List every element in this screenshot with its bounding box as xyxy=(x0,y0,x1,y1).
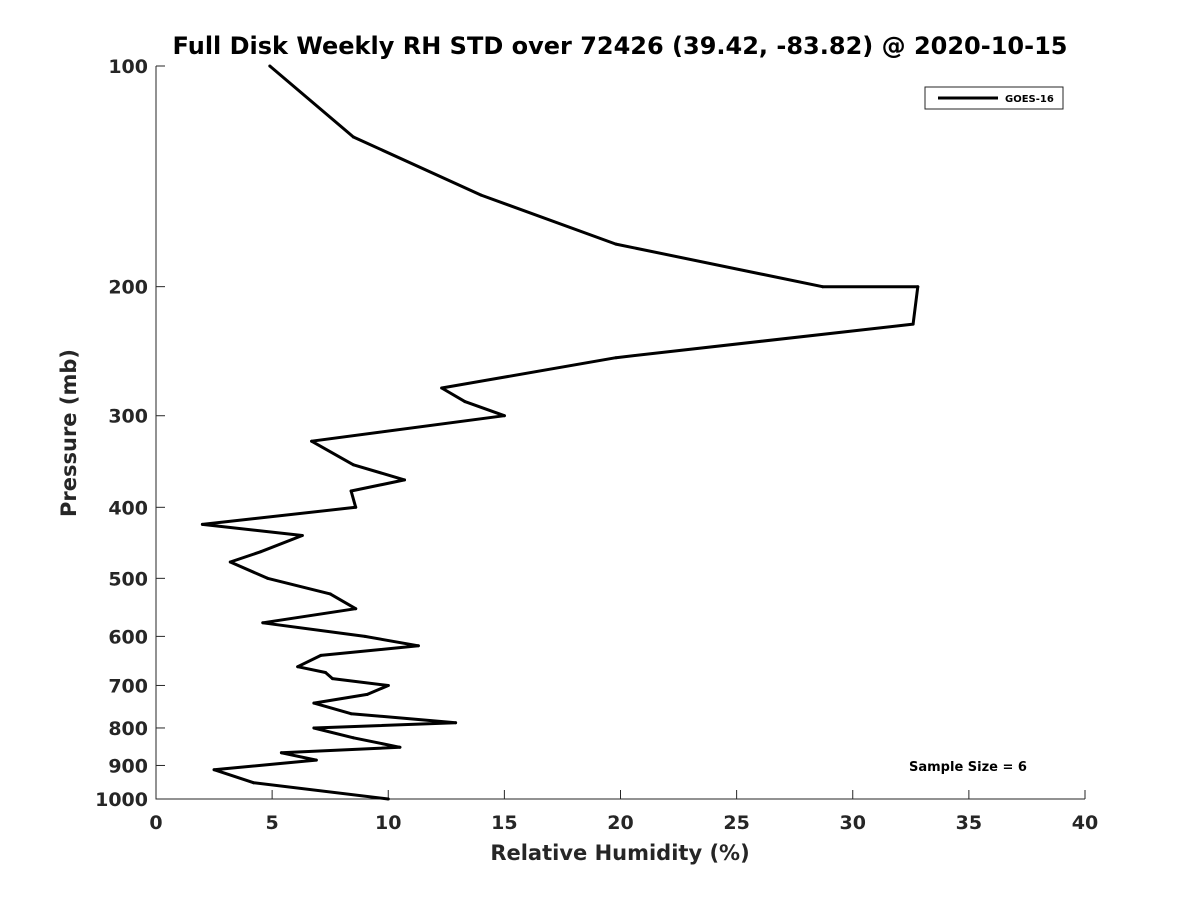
y-tick-label: 200 xyxy=(108,277,148,299)
data-point xyxy=(300,534,304,537)
data-point xyxy=(319,653,323,657)
series-line-goes-16 xyxy=(200,64,920,801)
data-point xyxy=(279,751,283,755)
data-point xyxy=(349,489,353,493)
y-tick-label: 400 xyxy=(108,497,148,519)
x-tick-label: 40 xyxy=(1072,812,1098,834)
y-tick-label: 500 xyxy=(108,568,148,590)
x-tick-label: 25 xyxy=(723,812,749,834)
data-point xyxy=(354,607,358,611)
y-axis-ticks: 100 200 300 400 500 600 700 800 900 1000 xyxy=(95,56,165,811)
data-point xyxy=(314,758,318,762)
data-point xyxy=(324,671,327,674)
data-point xyxy=(614,356,618,360)
axis-frame xyxy=(155,66,1085,800)
data-point xyxy=(259,550,262,554)
data-point xyxy=(312,701,316,705)
data-point xyxy=(398,745,402,749)
data-point xyxy=(331,677,334,681)
chart-title: Full Disk Weekly RH STD over 72426 (39.4… xyxy=(173,32,1068,60)
y-tick-label: 300 xyxy=(108,406,148,428)
data-point xyxy=(266,576,269,580)
data-point xyxy=(463,400,467,404)
data-point xyxy=(351,135,355,139)
data-point xyxy=(440,386,444,390)
data-point xyxy=(386,797,390,801)
data-point xyxy=(416,644,420,648)
data-point xyxy=(351,463,355,467)
data-point xyxy=(312,726,316,730)
y-axis-label: Pressure (mb) xyxy=(57,349,81,517)
x-tick-label: 5 xyxy=(266,812,279,834)
data-point xyxy=(479,193,483,197)
x-tick-label: 20 xyxy=(607,812,633,834)
data-point xyxy=(365,692,369,696)
data-point xyxy=(454,721,458,725)
legend-label-goes-16: GOES-16 xyxy=(1005,94,1054,105)
x-tick-label: 0 xyxy=(149,812,162,834)
data-point xyxy=(212,768,216,772)
sample-size-annotation: Sample Size = 6 xyxy=(909,760,1027,775)
data-point xyxy=(386,684,390,687)
data-point xyxy=(310,439,314,443)
x-axis-ticks: 0 5 10 15 20 25 30 35 40 xyxy=(149,790,1098,834)
data-point xyxy=(363,634,367,638)
y-tick-label: 800 xyxy=(108,718,148,740)
x-tick-label: 10 xyxy=(375,812,401,834)
y-tick-label: 600 xyxy=(108,626,148,648)
data-point xyxy=(354,505,358,509)
x-axis-label: Relative Humidity (%) xyxy=(490,841,749,865)
data-point xyxy=(349,712,353,716)
y-tick-label: 100 xyxy=(108,56,148,78)
data-point xyxy=(821,285,825,289)
y-tick-label: 1000 xyxy=(95,789,148,811)
data-point xyxy=(252,781,255,785)
series-points xyxy=(200,64,920,801)
x-tick-label: 15 xyxy=(491,812,517,834)
data-point xyxy=(916,285,920,289)
data-point xyxy=(328,592,332,596)
x-tick-label: 35 xyxy=(956,812,982,834)
x-tick-label: 30 xyxy=(840,812,866,834)
data-point xyxy=(911,322,915,326)
y-tick-label: 900 xyxy=(108,755,148,777)
data-point xyxy=(403,478,406,482)
data-point xyxy=(261,621,265,625)
data-point xyxy=(200,522,204,526)
data-point xyxy=(268,64,272,68)
data-point xyxy=(502,414,506,418)
data-point xyxy=(228,560,232,564)
legend: GOES-16 xyxy=(924,86,1064,110)
data-point xyxy=(351,736,355,740)
data-point xyxy=(614,242,618,246)
y-tick-label: 700 xyxy=(108,675,148,697)
data-point xyxy=(296,665,300,669)
